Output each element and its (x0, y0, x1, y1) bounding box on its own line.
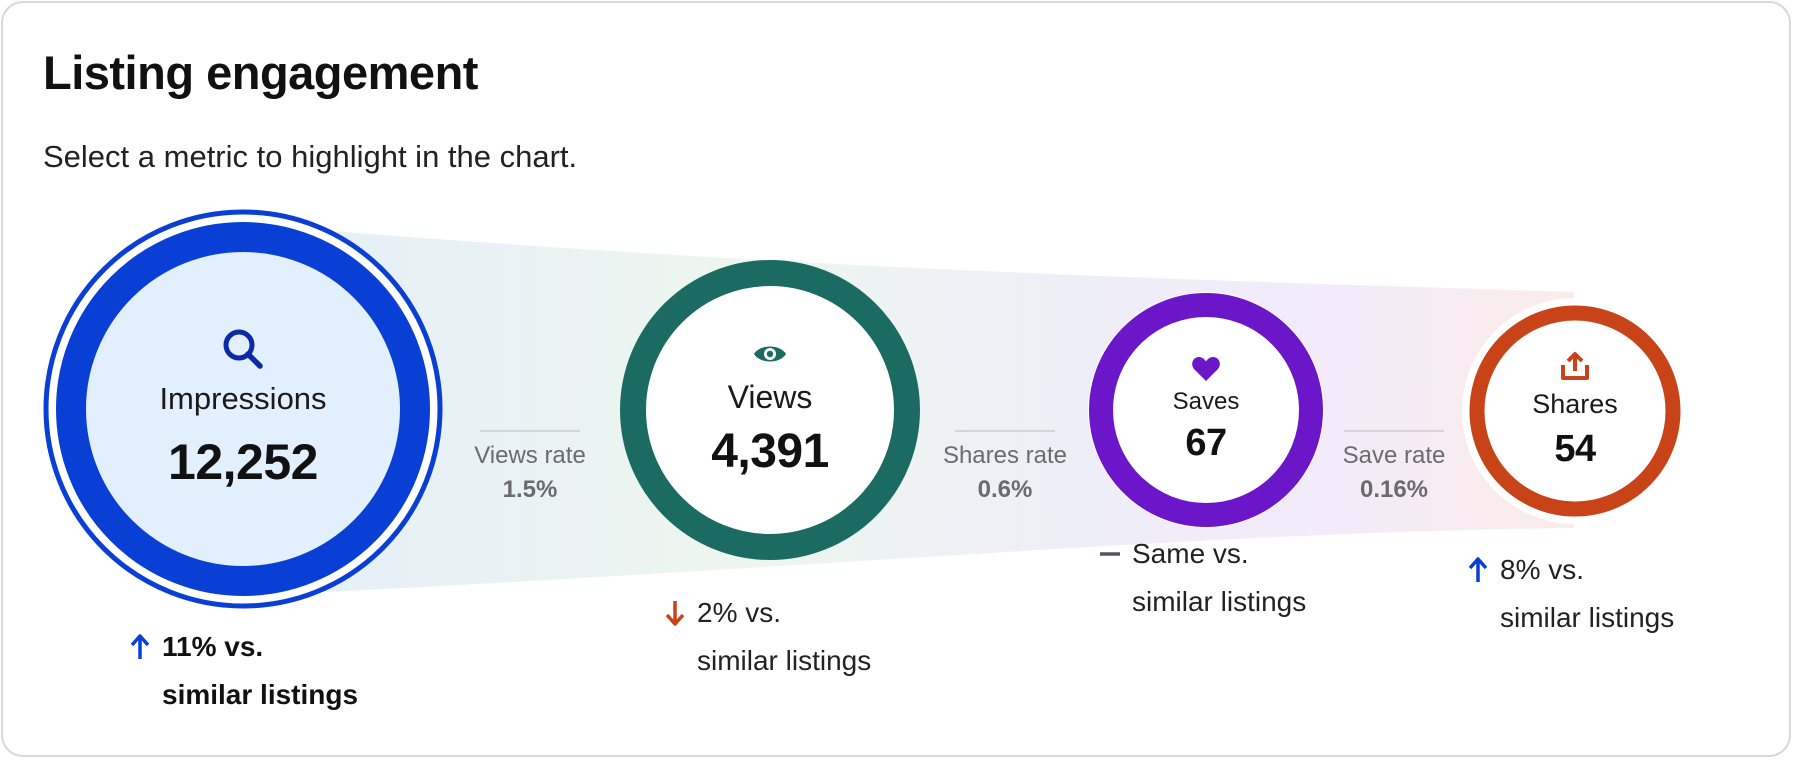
delta-text: 2% vs. (697, 597, 782, 628)
impressions-label: Impressions (159, 381, 327, 416)
rate-label: Save rate (1342, 442, 1446, 469)
delta-text: 8% vs. (1500, 554, 1585, 585)
arrow-up-icon (130, 634, 150, 659)
rate-shares: Shares rate 0.6% (930, 430, 1080, 504)
eye-icon (754, 346, 786, 362)
rate-save: Save rate 0.16% (1334, 430, 1454, 504)
saves-value: 67 (1185, 421, 1227, 464)
rate-divider (480, 430, 580, 432)
rate-divider (1344, 430, 1444, 432)
rate-views: Views rate 1.5% (460, 430, 600, 504)
views-value: 4,391 (711, 425, 829, 478)
shares-delta: 8% vs. similar listings (1468, 546, 1675, 642)
delta-text: similar listings (162, 679, 359, 710)
impressions-value: 12,252 (168, 434, 318, 490)
delta-text: similar listings (1500, 602, 1675, 633)
views-delta: 2% vs. similar listings (665, 589, 872, 685)
delta-text: Same vs. (1132, 538, 1249, 569)
arrow-up-icon (1468, 557, 1488, 582)
metric-impressions[interactable]: Impressions 12,252 (43, 209, 443, 609)
delta-text: 11% vs. (162, 631, 264, 662)
card-subtitle: Select a metric to highlight in the char… (43, 139, 578, 174)
delta-text: similar listings (697, 645, 872, 676)
impressions-ring (43, 209, 443, 609)
saves-label: Saves (1172, 387, 1240, 415)
rate-value: 0.16% (1359, 476, 1429, 503)
rate-label: Shares rate (942, 442, 1068, 469)
metric-views[interactable]: Views 4,391 (620, 260, 920, 560)
card-title: Listing engagement (43, 46, 478, 99)
rate-label: Views rate (474, 442, 586, 469)
shares-value: 54 (1554, 428, 1596, 470)
delta-text: similar listings (1132, 586, 1307, 617)
rate-value: 0.6% (977, 476, 1033, 503)
search-icon (223, 329, 263, 369)
views-label: Views (727, 379, 813, 415)
share-icon (1561, 352, 1589, 380)
impressions-delta: 11% vs. similar listings (130, 623, 359, 719)
views-ring (620, 260, 920, 560)
heart-icon (1192, 356, 1220, 381)
rate-value: 1.5% (502, 476, 558, 503)
metric-shares[interactable]: Shares 54 (1462, 298, 1688, 524)
saves-ring (1088, 292, 1324, 528)
arrow-down-icon (665, 601, 685, 626)
saves-delta: Same vs. similar listings (1100, 530, 1307, 626)
metric-saves[interactable]: Saves 67 (1088, 292, 1324, 528)
shares-ring (1462, 298, 1688, 524)
rate-divider (955, 430, 1055, 432)
dash-icon (1100, 552, 1120, 556)
shares-label: Shares (1532, 389, 1618, 419)
